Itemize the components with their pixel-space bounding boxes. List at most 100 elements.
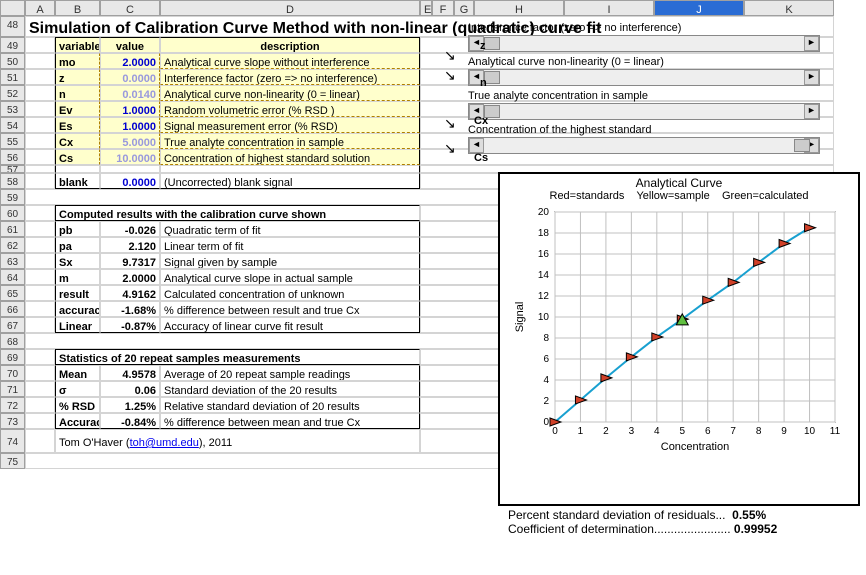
- hdr-description[interactable]: description: [160, 37, 420, 53]
- row-59[interactable]: 59: [0, 189, 25, 205]
- var-value[interactable]: 9.7317: [100, 253, 160, 269]
- var-desc[interactable]: Signal measurement error (% RSD): [160, 117, 420, 133]
- col-D[interactable]: D: [160, 0, 420, 16]
- var-value[interactable]: 5.0000: [100, 133, 160, 149]
- var-blank[interactable]: blank: [55, 173, 100, 189]
- var-desc[interactable]: Linear term of fit: [160, 237, 420, 253]
- row-64[interactable]: 64: [0, 269, 25, 285]
- var-name[interactable]: Ev: [55, 101, 100, 117]
- var-name[interactable]: z: [55, 69, 100, 85]
- corner-cell[interactable]: [0, 0, 25, 16]
- slider-right-icon[interactable]: ►: [804, 104, 819, 119]
- row-74[interactable]: 74: [0, 429, 25, 453]
- row-57[interactable]: 57: [0, 165, 25, 173]
- row-71[interactable]: 71: [0, 381, 25, 397]
- row-67[interactable]: 67: [0, 317, 25, 333]
- var-name[interactable]: Mean: [55, 365, 100, 381]
- row-51[interactable]: 51: [0, 69, 25, 85]
- section-stats[interactable]: Statistics of 20 repeat samples measurem…: [55, 349, 420, 365]
- row-50[interactable]: 50: [0, 53, 25, 69]
- col-B[interactable]: B: [55, 0, 100, 16]
- var-name[interactable]: σ: [55, 381, 100, 397]
- var-name[interactable]: result: [55, 285, 100, 301]
- var-name[interactable]: pa: [55, 237, 100, 253]
- var-desc[interactable]: % difference between mean and true Cx: [160, 413, 420, 429]
- var-value[interactable]: -0.84%: [100, 413, 160, 429]
- var-value[interactable]: 2.0000: [100, 53, 160, 69]
- var-name[interactable]: Cs: [55, 149, 100, 165]
- author-cell[interactable]: Tom O'Haver (toh@umd.edu), 2011: [55, 429, 420, 453]
- row-65[interactable]: 65: [0, 285, 25, 301]
- var-name[interactable]: accuracy: [55, 301, 100, 317]
- col-E[interactable]: E: [420, 0, 432, 16]
- var-value[interactable]: 1.0000: [100, 117, 160, 133]
- col-C[interactable]: C: [100, 0, 160, 16]
- col-I[interactable]: I: [564, 0, 654, 16]
- row-55[interactable]: 55: [0, 133, 25, 149]
- row-56[interactable]: 56: [0, 149, 25, 165]
- row-49[interactable]: 49: [0, 37, 25, 53]
- var-desc[interactable]: Quadratic term of fit: [160, 221, 420, 237]
- var-value[interactable]: 10.0000: [100, 149, 160, 165]
- var-value[interactable]: -0.87%: [100, 317, 160, 333]
- col-F[interactable]: F: [432, 0, 454, 16]
- row-72[interactable]: 72: [0, 397, 25, 413]
- var-desc[interactable]: Concentration of highest standard soluti…: [160, 149, 420, 165]
- var-name[interactable]: Sx: [55, 253, 100, 269]
- var-desc[interactable]: Average of 20 repeat sample readings: [160, 365, 420, 381]
- row-75[interactable]: 75: [0, 453, 25, 469]
- var-value[interactable]: 1.0000: [100, 101, 160, 117]
- hdr-value[interactable]: value: [100, 37, 160, 53]
- slider-right-icon[interactable]: ►: [804, 36, 819, 51]
- var-value[interactable]: -1.68%: [100, 301, 160, 317]
- slider-z[interactable]: ◄ ►: [468, 35, 820, 52]
- var-desc[interactable]: % difference between result and true Cx: [160, 301, 420, 317]
- var-value[interactable]: 0.0000: [100, 69, 160, 85]
- slider-left-icon[interactable]: ◄: [469, 138, 484, 153]
- desc-blank[interactable]: (Uncorrected) blank signal: [160, 173, 420, 189]
- var-name[interactable]: Linear: [55, 317, 100, 333]
- row-62[interactable]: 62: [0, 237, 25, 253]
- var-desc[interactable]: Signal given by sample: [160, 253, 420, 269]
- row-70[interactable]: 70: [0, 365, 25, 381]
- author-email-link[interactable]: toh@umd.edu: [130, 437, 199, 449]
- var-desc[interactable]: Analytical curve slope in actual sample: [160, 269, 420, 285]
- slider-n[interactable]: ◄ ►: [468, 69, 820, 86]
- var-name[interactable]: pb: [55, 221, 100, 237]
- var-value[interactable]: 4.9162: [100, 285, 160, 301]
- col-J-selected[interactable]: J: [654, 0, 744, 16]
- var-value[interactable]: 2.120: [100, 237, 160, 253]
- var-value[interactable]: 2.0000: [100, 269, 160, 285]
- col-G[interactable]: G: [454, 0, 474, 16]
- col-K[interactable]: K: [744, 0, 834, 16]
- slider-right-icon[interactable]: ►: [804, 70, 819, 85]
- row-54[interactable]: 54: [0, 117, 25, 133]
- section-computed[interactable]: Computed results with the calibration cu…: [55, 205, 420, 221]
- var-desc[interactable]: Standard deviation of the 20 results: [160, 381, 420, 397]
- row-61[interactable]: 61: [0, 221, 25, 237]
- var-name[interactable]: n: [55, 85, 100, 101]
- row-66[interactable]: 66: [0, 301, 25, 317]
- var-name[interactable]: Accuracy: [55, 413, 100, 429]
- var-desc[interactable]: Analytical curve non-linearity (0 = line…: [160, 85, 420, 101]
- var-desc[interactable]: Random volumetric error (% RSD ): [160, 101, 420, 117]
- var-value[interactable]: 1.25%: [100, 397, 160, 413]
- var-value[interactable]: -0.026: [100, 221, 160, 237]
- slider-cx[interactable]: ◄ ►: [468, 103, 820, 120]
- row-58[interactable]: 58: [0, 173, 25, 189]
- var-name[interactable]: mo: [55, 53, 100, 69]
- var-value[interactable]: 0.06: [100, 381, 160, 397]
- var-desc[interactable]: Calculated concentration of unknown: [160, 285, 420, 301]
- col-H[interactable]: H: [474, 0, 564, 16]
- var-desc[interactable]: Accuracy of linear curve fit result: [160, 317, 420, 333]
- var-name[interactable]: Es: [55, 117, 100, 133]
- var-desc[interactable]: Relative standard deviation of 20 result…: [160, 397, 420, 413]
- row-68[interactable]: 68: [0, 333, 25, 349]
- var-value[interactable]: 0.0140: [100, 85, 160, 101]
- hdr-variable[interactable]: variable: [55, 37, 100, 53]
- row-60[interactable]: 60: [0, 205, 25, 221]
- row-53[interactable]: 53: [0, 101, 25, 117]
- row-52[interactable]: 52: [0, 85, 25, 101]
- var-desc[interactable]: True analyte concentration in sample: [160, 133, 420, 149]
- slider-cs[interactable]: ◄ ►: [468, 137, 820, 154]
